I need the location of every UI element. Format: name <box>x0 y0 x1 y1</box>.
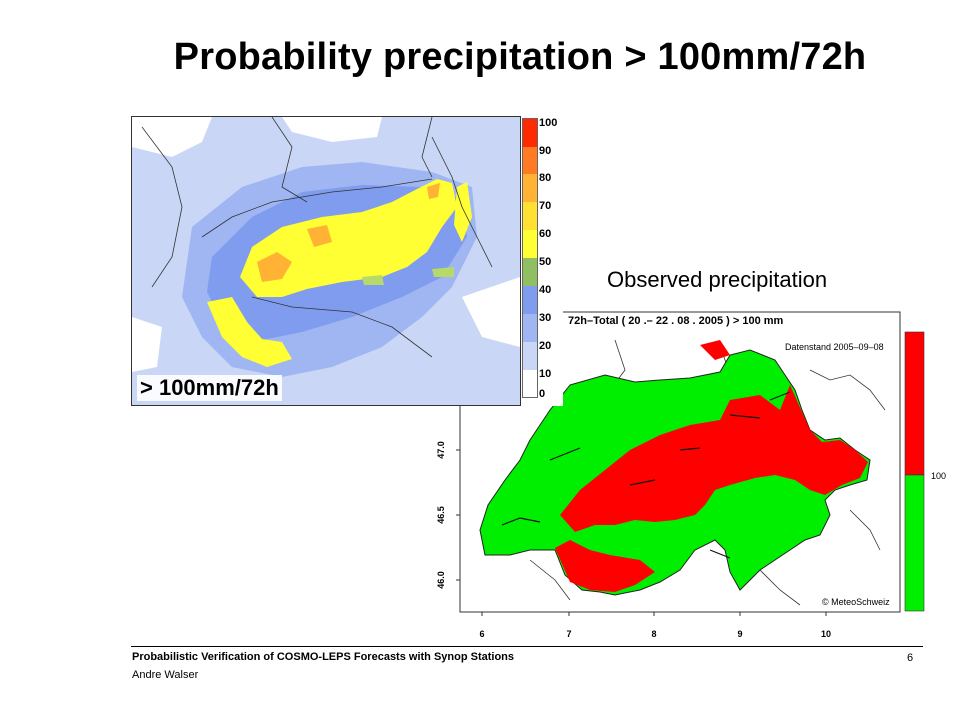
fc-80-core <box>257 252 292 282</box>
observed-map-datenstand: Datenstand 2005–09–08 <box>785 342 884 352</box>
colorbar-tick: 0 <box>539 388 546 400</box>
colorbar-tick: 70 <box>539 200 552 212</box>
observed-legend-below <box>904 474 925 612</box>
colorbar-segment-10-20 <box>523 342 537 370</box>
observed-title: Observed precipitation <box>607 267 828 292</box>
observed-map-above-threshold <box>560 385 868 532</box>
page-number: 6 <box>907 652 914 664</box>
colorbar-segment-40-50 <box>523 258 537 286</box>
observed-map-tick-marks <box>456 449 827 616</box>
forecast-map-panel: > 100mm/72h 100 90 80 70 60 50 40 30 20 … <box>131 116 563 406</box>
observed-map-copyright: © MeteoSchweiz <box>822 597 890 607</box>
lon-tick: 7 <box>566 629 571 639</box>
observed-map-header: 72h–Total ( 20 .– 22 . 08 . 2005 ) > 100… <box>568 315 784 327</box>
colorbar-tick: 60 <box>539 228 552 240</box>
fc-zero-n <box>282 117 382 142</box>
fc-80-core <box>427 183 440 199</box>
fc-50-patch <box>362 275 384 285</box>
colorbar-segment-60-70 <box>523 202 537 230</box>
forecast-map: > 100mm/72h <box>131 116 521 406</box>
fc-zero-sw <box>132 317 162 372</box>
footer-author: Andre Walser <box>132 669 199 681</box>
colorbar-segment-30-40 <box>523 286 537 314</box>
colorbar-tick: 50 <box>539 256 552 268</box>
lon-tick: 9 <box>737 629 742 639</box>
lon-tick: 10 <box>821 629 831 639</box>
observed-map-panel: 72h–Total ( 20 .– 22 . 08 . 2005 ) > 100… <box>430 300 960 650</box>
lat-tick: 47.0 <box>436 441 446 459</box>
colorbar-segment-70-80 <box>523 174 537 202</box>
colorbar-segment-20-30 <box>523 314 537 342</box>
observed-map-red-north <box>700 340 730 360</box>
colorbar-tick: 40 <box>539 284 552 296</box>
slide-title: Probability precipitation > 100mm/72h <box>173 36 867 78</box>
fc-zero-e <box>462 277 520 347</box>
lat-tick: 46.5 <box>436 506 446 524</box>
colorbar-tick: 100 <box>539 117 558 129</box>
lat-tick: 46.0 <box>436 571 446 589</box>
fc-zero-nw <box>132 117 212 157</box>
colorbar-tick: 30 <box>539 312 552 324</box>
colorbar-tick: 10 <box>539 368 552 380</box>
fc-80-core <box>307 225 332 247</box>
colorbar-segment-90-100 <box>523 119 537 147</box>
forecast-map-label: > 100mm/72h <box>137 375 282 401</box>
fc-60-sw <box>207 297 292 367</box>
colorbar-tick: 90 <box>539 145 552 157</box>
colorbar-tick: 80 <box>539 172 552 184</box>
colorbar-segment-80-90 <box>523 147 537 174</box>
observed-map-borders <box>529 339 886 606</box>
observed-map-lakes <box>501 391 791 559</box>
observed-map-axes: 47.0 46.5 46.0 6 7 8 9 10 <box>436 441 831 639</box>
fc-50-patch <box>432 267 454 277</box>
lon-tick: 6 <box>479 629 484 639</box>
observed-legend-above <box>904 331 925 476</box>
footer-title: Probabilistic Verification of COSMO-LEPS… <box>132 651 515 663</box>
observed-map-red-south <box>555 540 655 592</box>
footer-divider <box>131 646 923 647</box>
fc-60-band <box>240 179 457 297</box>
lon-tick: 8 <box>651 629 656 639</box>
colorbar-tick: 20 <box>539 340 552 352</box>
observed-legend-value: 100 <box>931 471 946 481</box>
fc-borders <box>141 117 493 358</box>
colorbar-segment-50-60 <box>523 230 537 258</box>
forecast-colorbar <box>522 118 538 398</box>
forecast-map-field <box>132 117 520 405</box>
observed-map: 72h–Total ( 20 .– 22 . 08 . 2005 ) > 100… <box>436 311 946 639</box>
colorbar-segment-0-10 <box>523 370 537 397</box>
